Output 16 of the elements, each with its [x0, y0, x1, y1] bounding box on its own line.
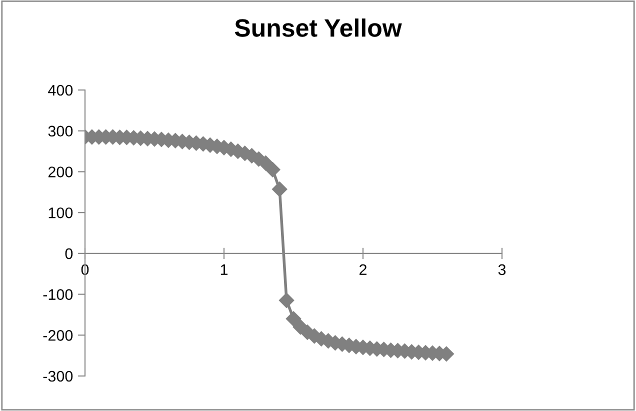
x-tick-label: 3	[498, 264, 506, 276]
y-tick-label: 100	[48, 207, 73, 218]
y-tick-label: -200	[43, 330, 73, 341]
x-tick-label: 2	[360, 264, 366, 275]
y-tick-label: -300	[43, 370, 73, 382]
point	[272, 182, 288, 197]
x-tick-label: 1	[220, 264, 228, 275]
point	[286, 311, 302, 326]
point	[278, 292, 294, 308]
y-tick-label: 300	[48, 126, 73, 137]
y-tick-label: 400	[48, 84, 73, 96]
chart-title: Sunset Yellow	[234, 18, 402, 37]
y-tick-label: 200	[48, 166, 73, 178]
y-tick-label: 0	[65, 248, 73, 260]
point	[265, 162, 280, 178]
y-tick-label: -100	[43, 289, 73, 300]
